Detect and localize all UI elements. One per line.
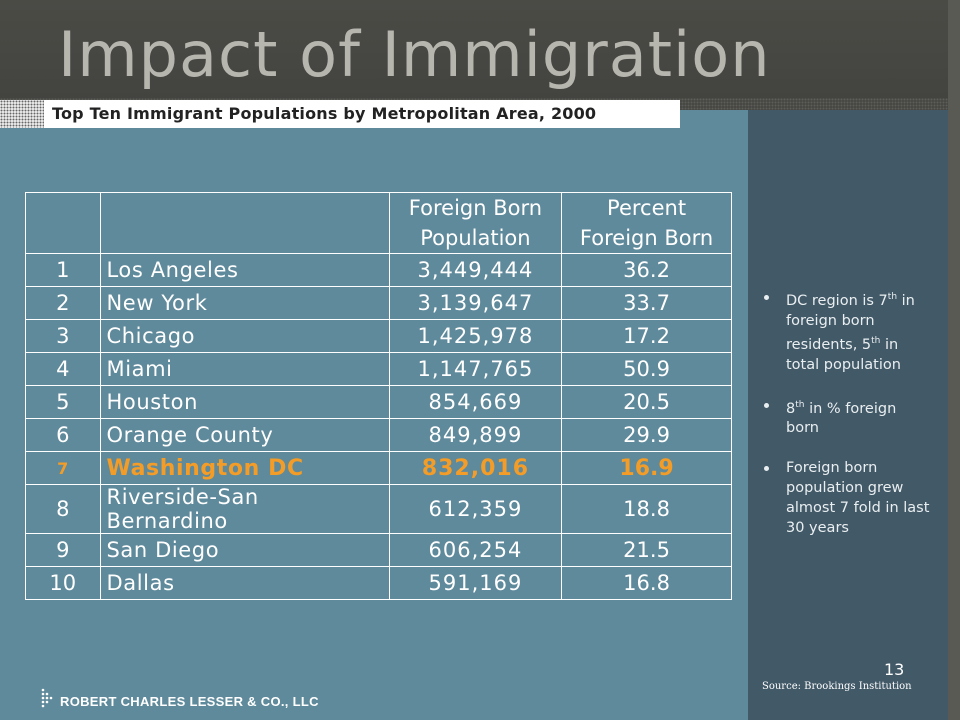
city-cell: Dallas xyxy=(99,566,390,600)
key-point-text: in total population xyxy=(786,336,901,373)
population-cell: 832,016 xyxy=(388,451,563,485)
key-point: Foreign born population grew almost 7 fo… xyxy=(762,458,932,538)
key-point-text: in % foreign born xyxy=(786,400,897,437)
percent-cell: 16.9 xyxy=(561,451,732,485)
table-row: 1 Los Angeles 3,449,444 36.2 xyxy=(25,253,732,287)
city-cell: Riverside-San Bernardino xyxy=(99,484,390,534)
key-point-text: 8 xyxy=(786,400,796,417)
slide-title: Impact of Immigration xyxy=(58,18,771,91)
population-cell: 849,899 xyxy=(388,418,563,452)
table-header-row-1: Foreign Born Percent xyxy=(25,192,732,254)
header-percent-line2: Foreign Born xyxy=(561,223,732,254)
percent-cell: 29.9 xyxy=(561,418,732,452)
key-point-superscript: th xyxy=(795,399,805,410)
key-points-list: DC region is 7th in foreign born residen… xyxy=(762,287,932,558)
city-cell: Houston xyxy=(99,385,390,419)
key-point-superscript: th xyxy=(871,335,881,346)
percent-cell: 17.2 xyxy=(561,319,732,353)
key-point: 8th in % foreign born xyxy=(762,395,932,439)
table-header-row-2: Population Foreign Born xyxy=(26,223,732,254)
population-cell: 1,425,978 xyxy=(388,319,563,353)
rank-cell: 6 xyxy=(25,418,101,452)
header-rank xyxy=(25,192,101,254)
slide-subtitle: Top Ten Immigrant Populations by Metropo… xyxy=(52,104,597,123)
immigrant-population-table: Foreign Born Percent Population Foreign … xyxy=(25,192,732,600)
city-cell: Miami xyxy=(99,352,390,386)
table-row: 4 Miami 1,147,765 50.9 xyxy=(25,352,732,386)
table-row: 2 New York 3,139,647 33.7 xyxy=(25,286,732,320)
table-row: 10 Dallas 591,169 16.8 xyxy=(25,566,732,600)
percent-cell: 36.2 xyxy=(561,253,732,287)
rank-cell: 10 xyxy=(25,566,101,600)
footer-company-name: ROBERT CHARLES LESSER & CO., LLC xyxy=(60,694,319,709)
rank-cell: 5 xyxy=(25,385,101,419)
percent-cell: 16.8 xyxy=(561,566,732,600)
right-side-panel xyxy=(748,110,948,720)
city-cell: Orange County xyxy=(99,418,390,452)
table-row: 9 San Diego 606,254 21.5 xyxy=(25,533,732,567)
percent-cell: 18.8 xyxy=(561,484,732,534)
table-row: 5 Houston 854,669 20.5 xyxy=(25,385,732,419)
key-point-text: Foreign born population grew almost 7 fo… xyxy=(786,460,930,537)
page-number: 13 xyxy=(884,660,905,679)
rank-cell: 1 xyxy=(25,253,101,287)
company-logo-icon xyxy=(41,688,53,708)
header-city xyxy=(99,192,390,254)
percent-cell: 21.5 xyxy=(561,533,732,567)
population-cell: 612,359 xyxy=(388,484,563,534)
city-cell: Washington DC xyxy=(99,451,390,485)
population-cell: 854,669 xyxy=(388,385,563,419)
header-percent-line1: Percent xyxy=(561,192,732,223)
table-row: 3 Chicago 1,425,978 17.2 xyxy=(25,319,732,353)
table-row: 7 Washington DC 832,016 16.9 xyxy=(25,451,732,485)
city-cell: Los Angeles xyxy=(99,253,390,287)
population-cell: 1,147,765 xyxy=(388,352,563,386)
table-body: 1 Los Angeles 3,449,444 36.2 2 New York 3,139,… xyxy=(25,253,732,600)
rank-cell: 4 xyxy=(25,352,101,386)
right-edge-strip xyxy=(948,0,960,720)
percent-cell: 50.9 xyxy=(561,352,732,386)
header-population-line2: Population xyxy=(388,223,563,254)
rank-cell: 2 xyxy=(25,286,101,320)
rank-cell: 7 xyxy=(25,451,101,485)
key-point-text: in foreign born residents, 5 xyxy=(786,292,915,353)
percent-cell: 20.5 xyxy=(561,385,732,419)
population-cell: 3,449,444 xyxy=(388,253,563,287)
key-point: DC region is 7th in foreign born residen… xyxy=(762,287,932,375)
population-cell: 3,139,647 xyxy=(388,286,563,320)
city-cell: New York xyxy=(99,286,390,320)
source-note: Source: Brookings Institution xyxy=(762,681,912,692)
table-row: 8 Riverside-San Bernardino 612,359 18.8 xyxy=(25,484,732,534)
city-cell: San Diego xyxy=(99,533,390,567)
population-cell: 606,254 xyxy=(388,533,563,567)
subtitle-banner: Top Ten Immigrant Populations by Metropo… xyxy=(0,100,680,128)
rank-cell: 8 xyxy=(25,484,101,534)
subtitle-texture xyxy=(0,100,44,128)
key-point-text: DC region is 7 xyxy=(786,292,888,309)
city-cell: Chicago xyxy=(99,319,390,353)
header-population-line1: Foreign Born xyxy=(388,192,563,223)
percent-cell: 33.7 xyxy=(561,286,732,320)
rank-cell: 9 xyxy=(25,533,101,567)
table-row: 6 Orange County 849,899 29.9 xyxy=(25,418,732,452)
population-cell: 591,169 xyxy=(388,566,563,600)
key-point-superscript: th xyxy=(887,292,898,302)
rank-cell: 3 xyxy=(25,319,101,353)
